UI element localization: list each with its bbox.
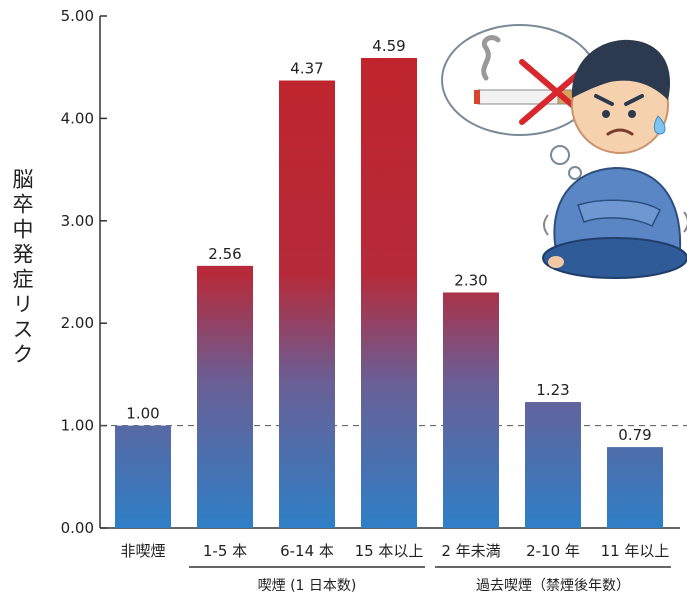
category-label: 2 年未満 <box>441 542 500 560</box>
y-tick-label: 0.00 <box>61 519 94 537</box>
bar <box>607 447 663 528</box>
category-label: 15 本以上 <box>355 542 424 560</box>
category-labels: 非喫煙 1-5 本 6-14 本 15 本以上 2 年未満 2-10 年 11 年以上 <box>120 542 669 560</box>
y-tick-label: 2.00 <box>61 314 94 332</box>
value-label: 4.37 <box>290 60 323 78</box>
value-label: 1.00 <box>126 405 159 423</box>
bar <box>115 425 171 528</box>
bar <box>279 80 335 529</box>
category-label: 非喫煙 <box>120 542 165 560</box>
y-tick-label: 1.00 <box>61 417 94 435</box>
value-label: 2.56 <box>208 245 241 263</box>
value-label: 0.79 <box>618 426 651 444</box>
group-label: 過去喫煙（禁煙後年数） <box>476 578 630 594</box>
bar <box>361 57 417 528</box>
group-labels: 喫煙 (1 日本数) 過去喫煙（禁煙後年数） <box>189 566 671 594</box>
bar <box>525 402 581 528</box>
bars <box>115 57 663 529</box>
y-tick-label: 5.00 <box>61 7 94 25</box>
bar <box>197 265 253 528</box>
no-smoking-person-icon <box>441 24 687 279</box>
axes: 0.00 1.00 2.00 3.00 4.00 5.00 <box>61 7 687 537</box>
y-tick-label: 4.00 <box>61 109 94 127</box>
category-label: 1-5 本 <box>203 542 247 560</box>
category-label: 2-10 年 <box>526 542 580 560</box>
category-label: 11 年以上 <box>601 542 670 560</box>
y-axis-label: 脳卒中発症リスク <box>10 168 34 368</box>
category-label: 6-14 本 <box>280 542 334 560</box>
value-label: 1.23 <box>536 381 569 399</box>
y-tick-label: 3.00 <box>61 212 94 230</box>
value-label: 2.30 <box>454 271 487 289</box>
group-label: 喫煙 (1 日本数) <box>258 578 357 594</box>
bar <box>443 292 499 528</box>
value-labels: 1.00 2.56 4.37 4.59 2.30 1.23 0.79 <box>126 37 651 444</box>
value-label: 4.59 <box>372 37 405 55</box>
